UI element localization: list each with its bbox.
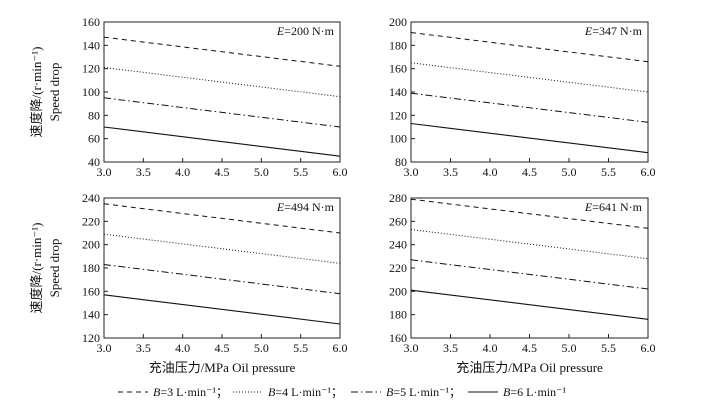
x-tick-label: 3.5 — [443, 165, 458, 179]
y-tick-label: 200 — [389, 15, 407, 29]
y-tick-label: 160 — [82, 284, 100, 298]
series-line-b5 — [103, 264, 341, 295]
y-tick-label: 160 — [389, 331, 407, 345]
x-tick-label: 5.5 — [293, 341, 308, 355]
y-tick-label: 240 — [82, 191, 100, 205]
x-tick-label: 3.5 — [136, 341, 151, 355]
plot-frame-1 — [103, 21, 341, 163]
y-tick-label: 140 — [82, 38, 100, 52]
x-tick-label: 3.0 — [97, 341, 112, 355]
x-tick-label: 6.0 — [333, 341, 348, 355]
series-line-b6 — [103, 294, 341, 325]
x-tick-label: 5.0 — [254, 165, 269, 179]
x-tick-label: 6.0 — [333, 165, 348, 179]
series-line-b5 — [410, 259, 649, 290]
y-tick-label: 120 — [82, 331, 100, 345]
x-axis-label-1: 充油压力/MPa Oil pressure — [149, 360, 296, 375]
x-tick-label: 3.0 — [404, 165, 419, 179]
y-tick-label: 280 — [389, 191, 407, 205]
series-line-b6 — [410, 122, 649, 154]
y-tick-label: 180 — [389, 38, 407, 52]
legend-label-b5: B=5 L·min⁻¹； — [386, 385, 461, 399]
x-tick-label: 4.5 — [215, 341, 230, 355]
series-line-b3 — [103, 203, 341, 234]
y-tick-label: 100 — [389, 132, 407, 146]
x-tick-label: 4.0 — [175, 165, 190, 179]
y-tick-label: 160 — [82, 15, 100, 29]
panel-annotation-1: E=200 N·m — [276, 24, 335, 38]
series-line-b4 — [410, 62, 649, 93]
y-tick-label: 260 — [389, 214, 407, 228]
x-tick-label: 4.0 — [175, 341, 190, 355]
series-line-b4 — [103, 67, 341, 98]
x-tick-label: 3.0 — [404, 341, 419, 355]
y-tick-label: 40 — [88, 155, 100, 169]
x-tick-label: 5.5 — [601, 341, 616, 355]
y-tick-label: 80 — [395, 155, 407, 169]
x-tick-label: 4.5 — [522, 165, 537, 179]
plot-frame-2 — [410, 21, 649, 163]
y-tick-label: 220 — [389, 261, 407, 275]
panel-annotation-3: E=494 N·m — [276, 200, 335, 214]
x-tick-label: 5.0 — [254, 341, 269, 355]
x-tick-label: 4.0 — [483, 165, 498, 179]
x-tick-label: 6.0 — [641, 341, 656, 355]
series-line-b3 — [410, 198, 649, 229]
series-line-b4 — [410, 229, 649, 260]
x-axis-label-2: 充油压力/MPa Oil pressure — [456, 360, 603, 375]
y-axis-label-en-2: Speed drop — [47, 239, 62, 298]
legend-label-b3: B=3 L·min⁻¹； — [153, 385, 228, 399]
x-tick-label: 6.0 — [641, 165, 656, 179]
series-line-b5 — [103, 97, 341, 128]
series-line-b4 — [103, 233, 341, 264]
x-tick-label: 5.5 — [293, 165, 308, 179]
series-line-b6 — [410, 289, 649, 320]
y-tick-label: 240 — [389, 238, 407, 252]
plot-frame-3 — [103, 197, 341, 339]
y-axis-label-en-1: Speed drop — [47, 63, 62, 122]
x-tick-label: 3.0 — [97, 165, 112, 179]
plot-frame-4 — [410, 197, 649, 339]
x-tick-label: 4.5 — [522, 341, 537, 355]
y-tick-label: 140 — [389, 85, 407, 99]
y-tick-label: 200 — [389, 284, 407, 298]
y-tick-label: 80 — [88, 108, 100, 122]
y-tick-label: 220 — [82, 214, 100, 228]
series-line-b3 — [410, 32, 649, 63]
y-tick-label: 140 — [82, 308, 100, 322]
y-tick-label: 180 — [389, 308, 407, 322]
y-tick-label: 60 — [88, 132, 100, 146]
x-tick-label: 5.0 — [562, 341, 577, 355]
y-axis-label-cn-1: 速度降/(r·min⁻¹) — [29, 47, 44, 138]
x-tick-label: 3.5 — [443, 341, 458, 355]
x-tick-label: 4.0 — [483, 341, 498, 355]
y-tick-label: 120 — [389, 108, 407, 122]
x-tick-label: 3.5 — [136, 165, 151, 179]
series-line-b5 — [410, 92, 649, 123]
x-tick-label: 5.0 — [562, 165, 577, 179]
y-tick-label: 180 — [82, 261, 100, 275]
y-axis-label-cn-2: 速度降/(r·min⁻¹) — [29, 223, 44, 314]
series-line-b6 — [103, 126, 341, 157]
legend-label-b6: B=6 L·min⁻¹ — [503, 385, 566, 399]
panel-annotation-4: E=641 N·m — [584, 200, 643, 214]
legend-label-b4: B=4 L·min⁻¹； — [268, 385, 343, 399]
y-tick-label: 160 — [389, 62, 407, 76]
y-tick-label: 100 — [82, 85, 100, 99]
y-tick-label: 120 — [82, 62, 100, 76]
y-tick-label: 200 — [82, 238, 100, 252]
panel-annotation-2: E=347 N·m — [584, 24, 643, 38]
series-line-b3 — [103, 36, 341, 67]
x-tick-label: 4.5 — [215, 165, 230, 179]
x-tick-label: 5.5 — [601, 165, 616, 179]
